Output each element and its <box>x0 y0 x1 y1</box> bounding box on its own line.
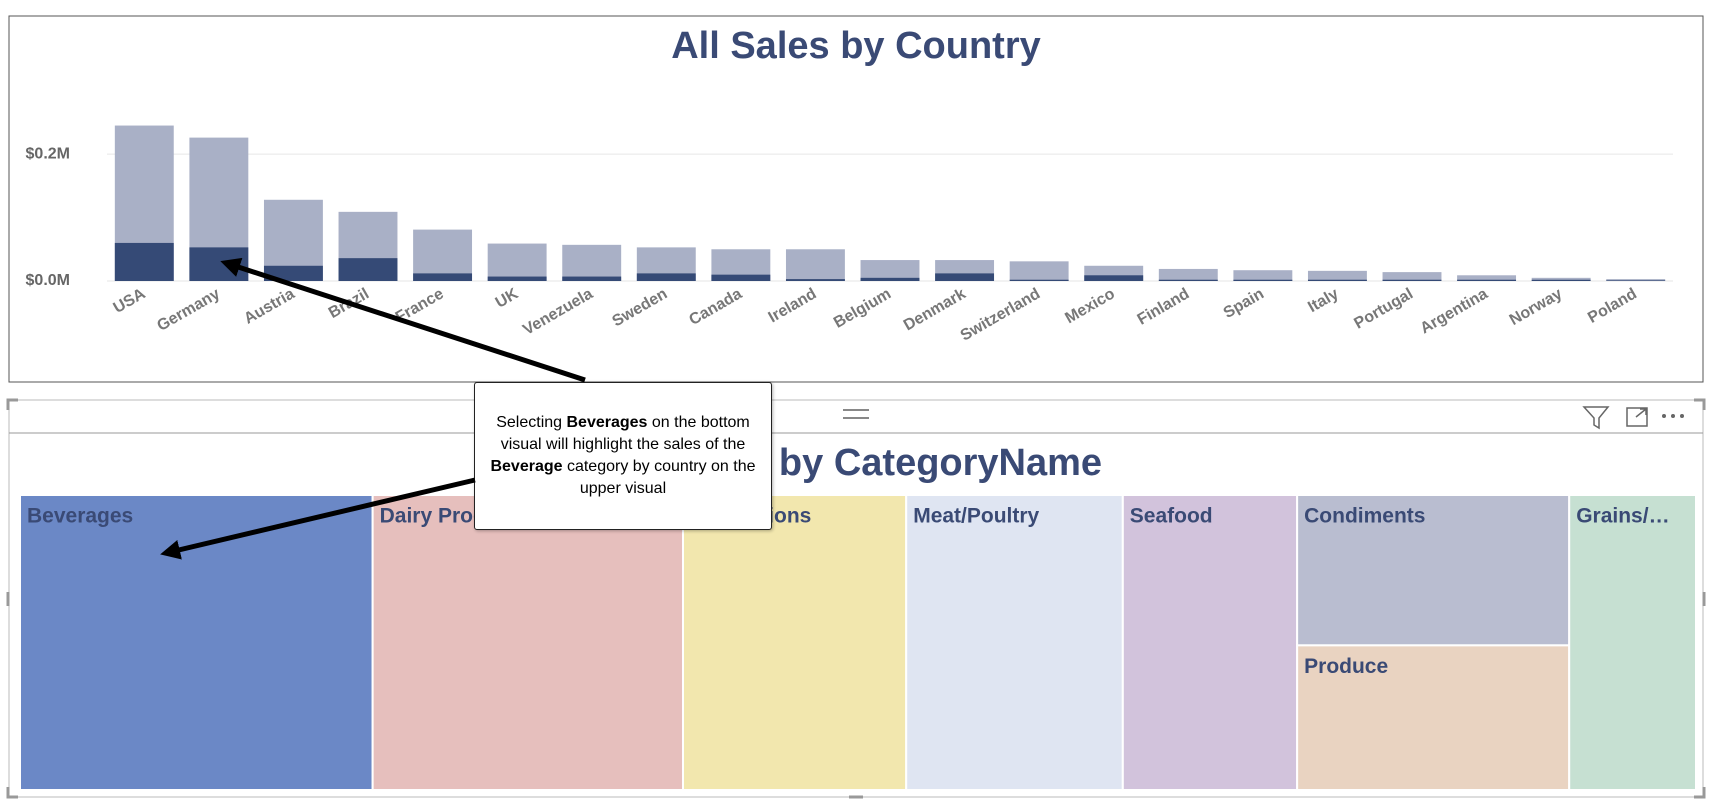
bar <box>1158 279 1218 281</box>
bar <box>487 276 547 281</box>
treemap-tile <box>1296 644 1571 791</box>
callout-text-part: category by country on the upper visual <box>562 458 756 497</box>
bar <box>1606 280 1666 281</box>
bar <box>1009 261 1069 281</box>
bar <box>1009 279 1069 281</box>
callout-text-part: Beverage <box>490 458 563 475</box>
treemap-tile <box>1296 494 1571 647</box>
bar <box>487 243 547 281</box>
drag-handle[interactable] <box>843 409 869 419</box>
bar <box>785 249 845 281</box>
bar <box>1531 277 1591 281</box>
bar <box>1158 268 1218 281</box>
callout-text: Selecting Beverages on the bottom visual… <box>487 412 759 500</box>
bar <box>338 258 398 281</box>
treemap-tile <box>19 494 374 791</box>
bar <box>562 244 622 281</box>
bar <box>1233 270 1293 281</box>
treemap-label: Grains/… <box>1576 505 1669 528</box>
treemap-label: Beverages <box>27 505 133 528</box>
bar <box>935 273 995 281</box>
bar <box>114 242 174 281</box>
top-visual-frame <box>8 15 1704 383</box>
y-tick-label: $0.2M <box>26 145 70 162</box>
y-tick-label: $0.0M <box>26 272 70 289</box>
bar <box>413 229 473 281</box>
treemap-label: Seafood <box>1130 505 1213 528</box>
bar <box>860 277 920 281</box>
treemap-tile <box>1121 494 1299 791</box>
bar <box>711 274 771 281</box>
bar <box>1457 275 1517 281</box>
bar <box>1382 279 1442 281</box>
bar <box>1606 279 1666 281</box>
more-options-icon[interactable] <box>1662 414 1684 418</box>
treemap-label: Produce <box>1304 655 1388 678</box>
callout-text-part: Selecting <box>496 414 567 431</box>
bar <box>1233 279 1293 281</box>
bar <box>1307 270 1367 281</box>
resize-handles[interactable] <box>6 398 1706 799</box>
bar <box>263 265 323 281</box>
focus-mode-icon[interactable] <box>1626 407 1648 427</box>
bar <box>1382 272 1442 281</box>
bar <box>413 273 473 281</box>
bar <box>1531 279 1591 281</box>
bar <box>189 247 249 281</box>
treemap-tile <box>905 494 1124 791</box>
treemap-tile <box>682 494 908 791</box>
bar <box>636 273 696 281</box>
chart-title: All Sales by Country <box>671 25 1041 67</box>
treemap-label: Meat/Poultry <box>913 505 1039 528</box>
bar <box>562 276 622 281</box>
treemap-label: Condiments <box>1304 505 1425 528</box>
bar <box>1457 279 1517 281</box>
bar <box>1307 279 1367 281</box>
callout-text-part: on the bottom visual will highlight the … <box>500 414 750 453</box>
bar <box>785 279 845 281</box>
filter-icon[interactable] <box>1582 406 1610 430</box>
treemap-tile <box>1568 494 1698 791</box>
callout-text-part: Beverages <box>566 414 648 431</box>
bar <box>1084 275 1144 281</box>
callout: Selecting Beverages on the bottom visual… <box>474 382 772 530</box>
bar <box>860 260 920 281</box>
treemap-tile <box>371 494 685 791</box>
